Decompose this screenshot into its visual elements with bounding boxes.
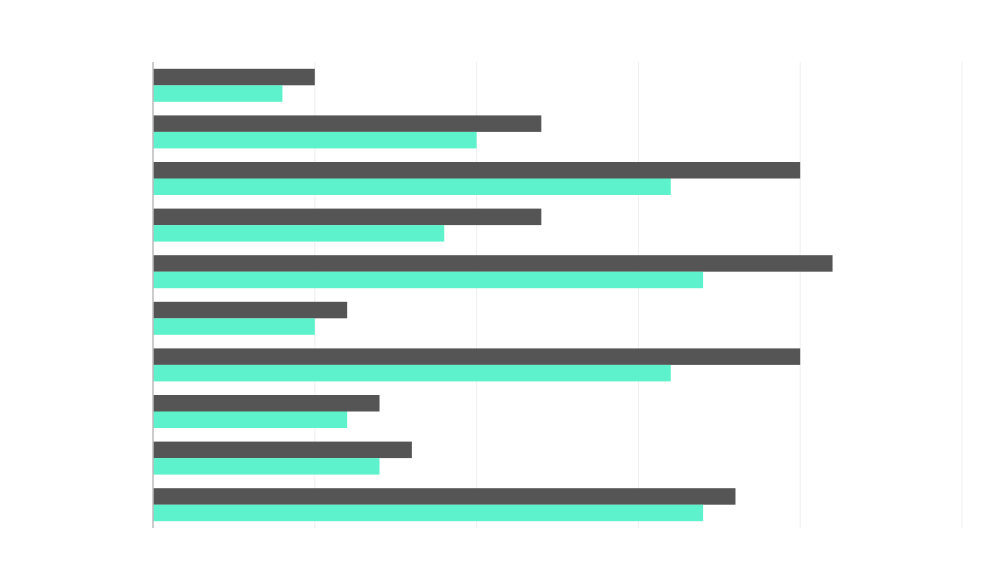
bar [153, 364, 671, 382]
bar [153, 395, 380, 412]
bar [153, 115, 542, 132]
bar [153, 131, 477, 149]
bar [153, 208, 542, 226]
bar [153, 441, 412, 459]
bar [153, 301, 348, 319]
bar [153, 255, 833, 272]
bar [153, 348, 801, 365]
bar [153, 504, 704, 522]
bar [153, 411, 348, 428]
bar [153, 271, 704, 289]
bar [153, 225, 445, 242]
bar [153, 85, 283, 102]
bar [153, 68, 315, 86]
bar [153, 488, 736, 505]
bar [153, 178, 671, 195]
bar [153, 458, 380, 475]
bar [153, 162, 801, 179]
bar [153, 318, 315, 335]
